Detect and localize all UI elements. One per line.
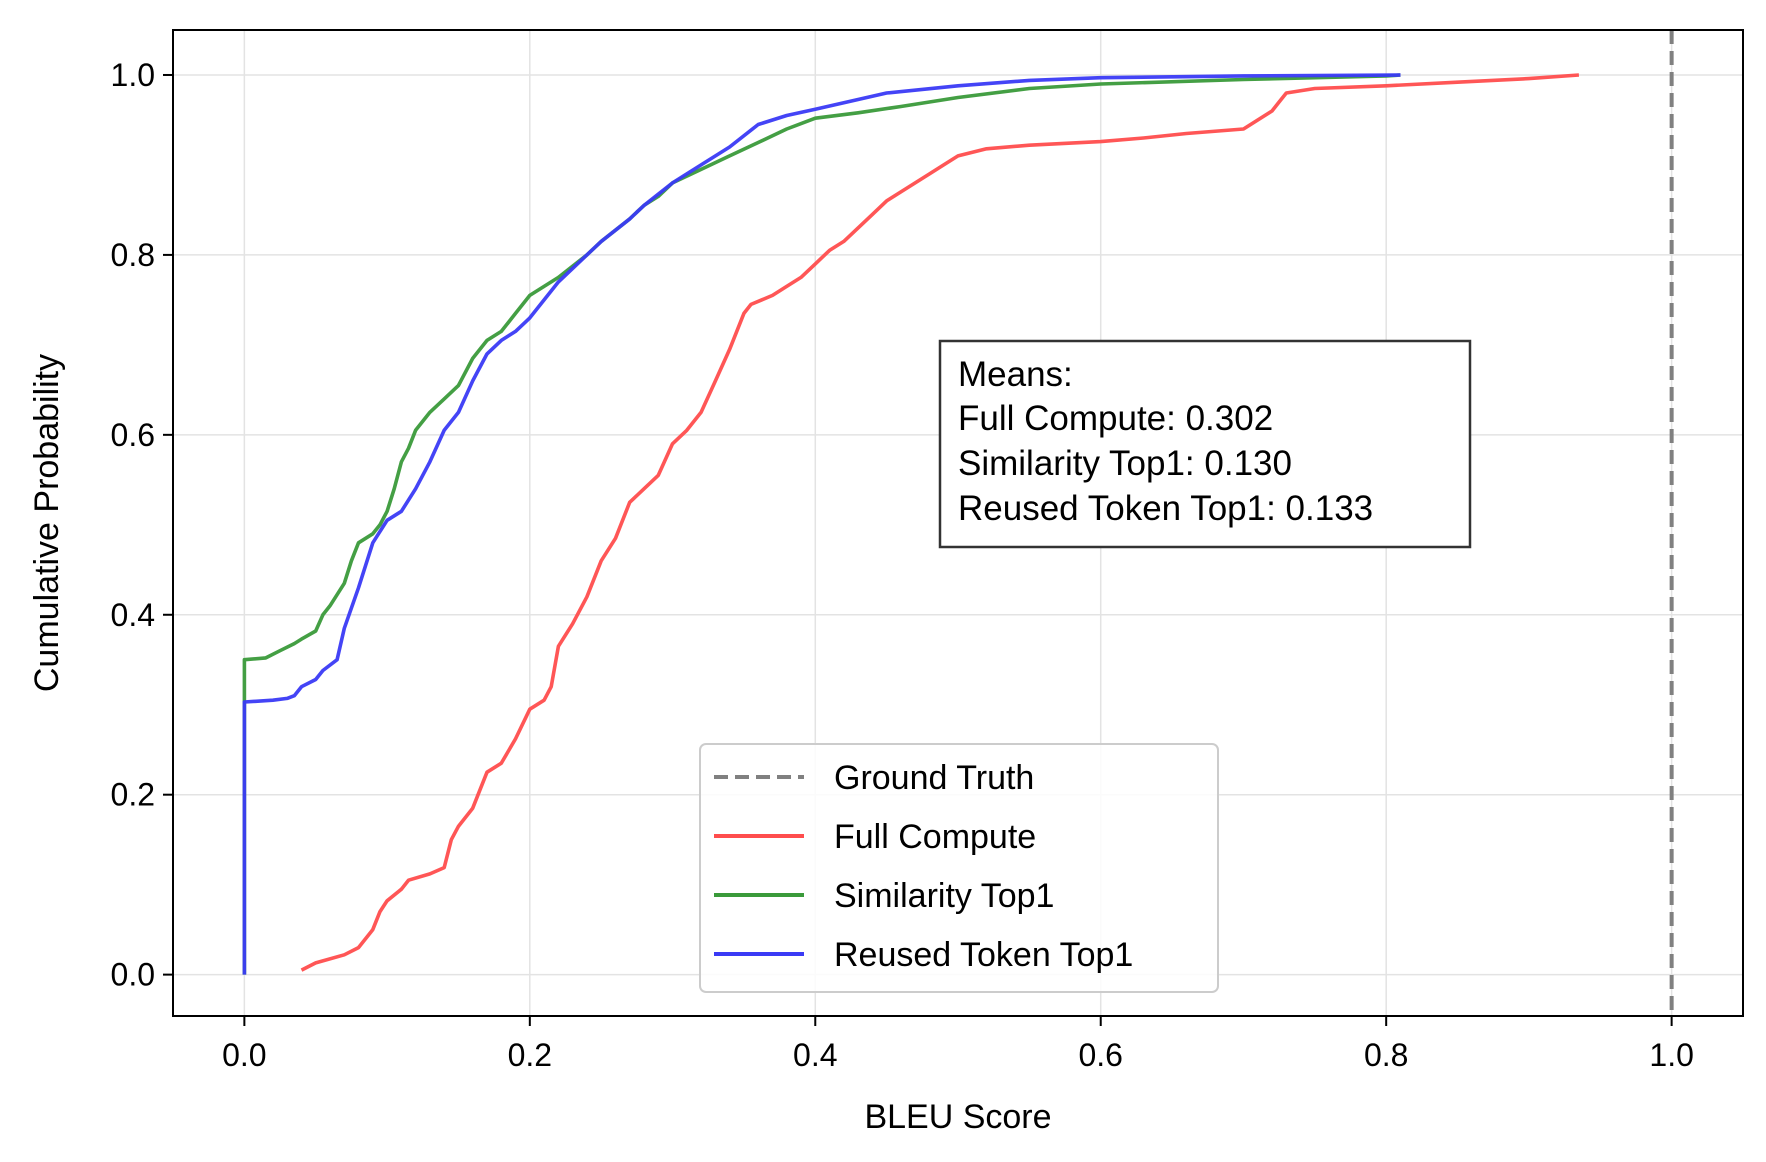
legend: Ground Truth Full Compute Similarity Top1 R… [699, 743, 1219, 993]
y-tick-label: 0.6 [111, 417, 155, 453]
x-tick-label: 0.4 [793, 1037, 837, 1073]
y-tick-label: 0.8 [111, 237, 155, 273]
x-tick-label: 0.6 [1078, 1037, 1122, 1073]
annotation-line-2: Full Compute: 0.302 [958, 399, 1273, 438]
y-tick-label: 0.0 [111, 957, 155, 993]
means-annotation: Means: Full Compute: 0.302 Similarity To… [938, 339, 1472, 549]
annotation-line-3: Similarity Top1: 0.130 [958, 444, 1292, 483]
legend-label-2: Full Compute [834, 818, 1036, 856]
plot-frame [172, 29, 1744, 1017]
y-tick-label: 1.0 [111, 57, 155, 93]
series-line-3 [242, 73, 1401, 975]
series-line-2 [242, 73, 1401, 975]
annotation-line-1: Means: [958, 355, 1073, 394]
x-tick-label: 0.2 [508, 1037, 552, 1073]
x-axis-label: BLEU Score [864, 1098, 1051, 1136]
series-layer [242, 30, 1674, 1016]
x-tick-label: 1.0 [1649, 1037, 1693, 1073]
y-axis-label: Cumulative Probability [28, 354, 66, 692]
ticks: 0.0 0.2 0.4 0.6 0.8 1.0 0.0 0.2 0.4 0.6 0.8 1.0 [111, 57, 1694, 1073]
x-tick-label: 0.8 [1364, 1037, 1408, 1073]
y-tick-label: 0.4 [111, 597, 155, 633]
legend-label-4: Reused Token Top1 [834, 936, 1133, 974]
x-tick-label: 0.0 [222, 1037, 266, 1073]
legend-label-1: Ground Truth [834, 759, 1034, 797]
y-tick-label: 0.2 [111, 777, 155, 813]
annotation-box [938, 339, 1472, 549]
legend-label-3: Similarity Top1 [834, 877, 1054, 915]
series-line-1 [300, 73, 1580, 972]
annotation-line-4: Reused Token Top1: 0.133 [958, 489, 1373, 528]
legend-box [699, 743, 1219, 993]
